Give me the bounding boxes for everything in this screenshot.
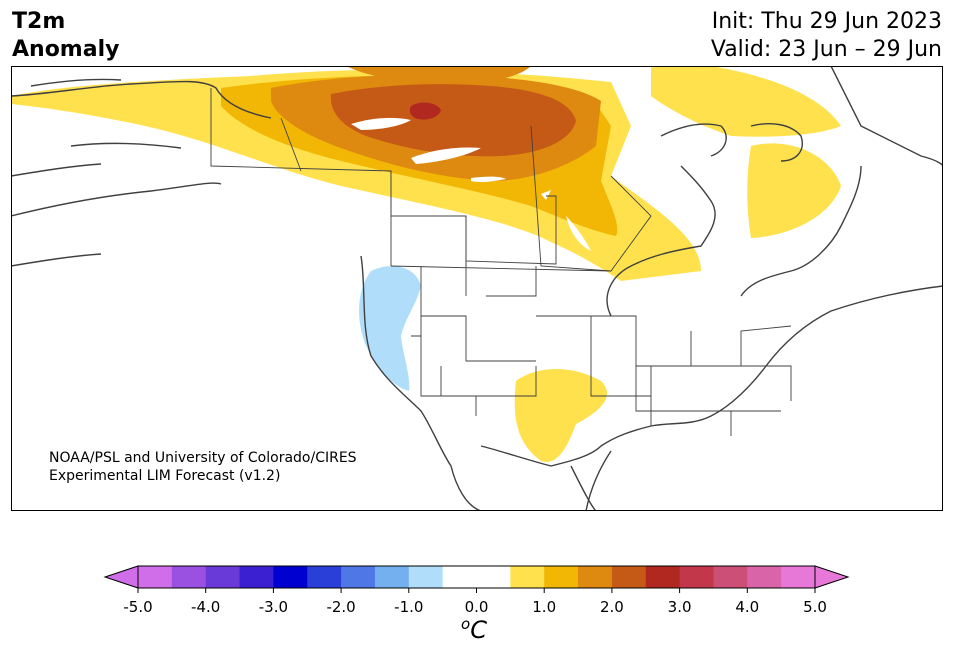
colorbar-bin	[747, 566, 782, 588]
title-type: Anomaly	[12, 37, 120, 62]
colorbar-bin	[611, 566, 647, 588]
colorbar-bin	[205, 566, 241, 588]
colorbar-bin	[578, 566, 613, 588]
colorbar-bin	[442, 566, 511, 588]
colorbar	[103, 565, 850, 593]
boundaries	[11, 66, 943, 511]
colorbar-tick-label: -1.0	[394, 598, 424, 616]
colorbar-bin	[138, 566, 173, 588]
colorbar-bin	[510, 566, 545, 588]
anomaly-3p0	[409, 102, 441, 120]
colorbar-bin	[408, 566, 444, 588]
colorbar-bin	[544, 566, 579, 588]
anomaly-map	[11, 66, 943, 511]
colorbar-tick-label: 5.0	[803, 598, 827, 616]
anomaly-shading	[11, 66, 841, 462]
colorbar-tick-label: 0.0	[464, 598, 489, 616]
credit-line-2: Experimental LIM Forecast (v1.2)	[49, 468, 281, 484]
colorbar-tick-label: -2.0	[326, 598, 356, 616]
colorbar-bin	[713, 566, 748, 588]
colorbar-tick-label: -3.0	[258, 598, 289, 616]
colorbar-bin	[273, 566, 308, 588]
colorbar-bin	[307, 566, 342, 588]
political-borders	[210, 88, 792, 436]
anomaly-1p0-east	[747, 143, 841, 238]
colorbar-tick-label: -4.0	[191, 598, 221, 616]
colorbar-tick-label: 4.0	[735, 598, 760, 616]
colorbar-bin	[341, 566, 376, 588]
anomaly-2p5	[330, 84, 576, 157]
valid-range: Valid: 23 Jun – 29 Jun	[710, 37, 942, 62]
colorbar-ticks: -5.0 -4.0 -3.0 -2.0 -1.0 0.0 1.0 2.0 3.0 4.0 5.0	[0, 598, 953, 618]
colorbar-tick-label: 1.0	[532, 598, 557, 616]
colorbar-extend-right	[814, 565, 850, 589]
colorbar-bin	[679, 566, 714, 588]
lakes	[351, 117, 591, 251]
units-celsius: C	[470, 616, 487, 644]
colorbar-bin	[374, 566, 410, 588]
anomaly-2p0-top	[346, 66, 531, 84]
map-title: T2m Anomaly	[12, 8, 119, 64]
colorbar-extend-left	[103, 565, 139, 589]
title-variable: T2m	[12, 9, 66, 34]
anomaly-1p0-north2	[651, 66, 841, 137]
anomaly-1p0-texas	[514, 368, 607, 462]
colorbar-units: oC	[461, 615, 487, 644]
colorbar-tick-label: 2.0	[599, 598, 624, 616]
forecast-dates: Init: Thu 29 Jun 2023 Valid: 23 Jun – 29…	[711, 8, 942, 64]
colorbar-bin	[171, 566, 207, 588]
colorbar-bin	[239, 566, 274, 588]
colorbar-bin	[645, 566, 681, 588]
units-degree: o	[461, 615, 471, 633]
init-date: Init: Thu 29 Jun 2023	[711, 9, 942, 34]
colorbar-tick-label: 3.0	[667, 598, 692, 616]
anomaly-minus1p0-west	[359, 266, 421, 391]
data-source-credit: NOAA/PSL and University of Colorado/CIRE…	[49, 449, 357, 485]
credit-line-1: NOAA/PSL and University of Colorado/CIRE…	[49, 450, 357, 466]
colorbar-tick-label: -5.0	[123, 598, 153, 616]
colorbar-bin	[781, 566, 816, 588]
